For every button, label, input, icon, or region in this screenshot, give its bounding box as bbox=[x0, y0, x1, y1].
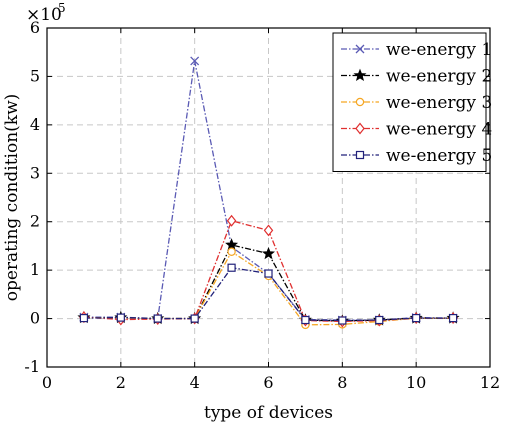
legend-label: we-energy 2 bbox=[386, 67, 492, 87]
grid bbox=[47, 28, 490, 367]
y-tick-label: 2 bbox=[30, 212, 40, 231]
legend-label: we-energy 3 bbox=[386, 93, 492, 113]
y-tick-label: 1 bbox=[30, 260, 40, 279]
data-point-marker bbox=[226, 214, 237, 227]
series-layer bbox=[77, 56, 460, 330]
legend-marker bbox=[353, 68, 367, 82]
legend-item: we-energy 3 bbox=[341, 93, 492, 113]
x-tick-label: 0 bbox=[42, 373, 52, 392]
series-5 bbox=[79, 263, 458, 325]
legend-item: we-energy 2 bbox=[341, 67, 492, 87]
data-point-marker bbox=[448, 313, 458, 323]
data-point-marker bbox=[263, 224, 274, 237]
legend-marker bbox=[355, 44, 365, 54]
x-tick-label: 8 bbox=[337, 373, 347, 392]
data-point-marker bbox=[79, 313, 89, 323]
data-point-marker bbox=[116, 313, 125, 322]
data-point-marker bbox=[227, 263, 236, 272]
y-tick-label: 3 bbox=[30, 163, 40, 182]
data-point-marker bbox=[375, 315, 384, 325]
legend: we-energy 1 we-energy 2 we-energy 3 we-ener… bbox=[332, 32, 492, 172]
legend-label: we-energy 4 bbox=[386, 120, 492, 140]
legend-marker bbox=[355, 150, 365, 160]
data-point-marker bbox=[338, 316, 347, 325]
y-multiplier-label: ×10 bbox=[26, 5, 62, 25]
y-tick-label: -1 bbox=[24, 357, 40, 376]
data-point-marker bbox=[412, 313, 421, 323]
legend-marker bbox=[355, 97, 365, 107]
legend-item: we-energy 1 bbox=[341, 40, 492, 60]
data-point-marker bbox=[264, 269, 273, 278]
x-tick-label: 6 bbox=[263, 373, 273, 392]
ticks bbox=[46, 27, 491, 368]
data-point-marker bbox=[153, 314, 162, 323]
y-axis-label: operating condition(kw) bbox=[2, 94, 22, 302]
data-point-marker bbox=[262, 246, 275, 260]
y-tick-label: 6 bbox=[30, 18, 40, 37]
legend-marker bbox=[355, 122, 365, 135]
data-point-marker bbox=[190, 56, 200, 66]
x-axis-label: type of devices bbox=[204, 403, 333, 423]
legend-item: we-energy 4 bbox=[341, 120, 492, 140]
y-tick-label: 4 bbox=[30, 115, 40, 134]
data-point-marker bbox=[301, 315, 310, 325]
legend-label: we-energy 1 bbox=[386, 40, 492, 60]
data-point-marker bbox=[190, 314, 199, 323]
x-tick-label: 12 bbox=[480, 373, 500, 392]
legend-label: we-energy 5 bbox=[386, 146, 492, 166]
data-point-marker bbox=[227, 247, 236, 256]
y-tick-label: 0 bbox=[30, 309, 40, 328]
x-tick-label: 10 bbox=[406, 373, 426, 392]
y-tick-label: 5 bbox=[30, 66, 40, 85]
y-multiplier-exponent: 5 bbox=[58, 1, 66, 15]
x-tick-label: 2 bbox=[116, 373, 126, 392]
x-tick-label: 4 bbox=[190, 373, 200, 392]
legend-item: we-energy 5 bbox=[341, 146, 492, 166]
